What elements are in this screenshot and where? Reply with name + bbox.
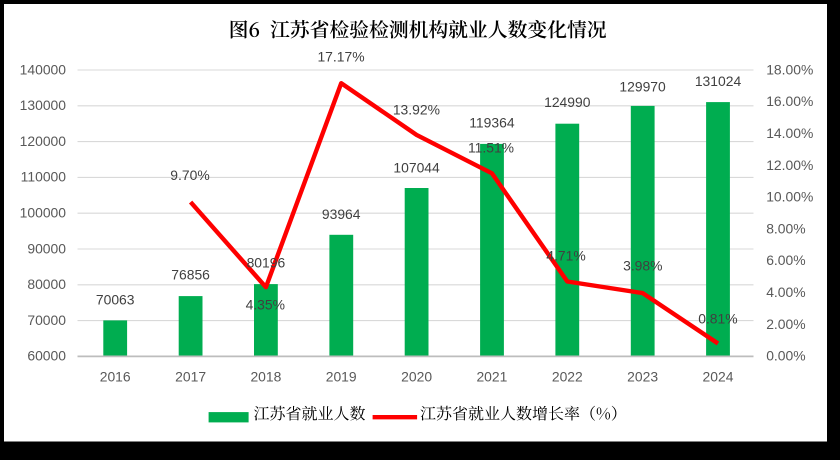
svg-text:10.00%: 10.00%	[766, 189, 813, 205]
svg-text:129970: 129970	[619, 79, 666, 95]
svg-text:2021: 2021	[476, 369, 507, 385]
svg-text:2022: 2022	[552, 369, 583, 385]
svg-text:2023: 2023	[627, 369, 658, 385]
svg-text:2016: 2016	[100, 369, 131, 385]
svg-text:6.00%: 6.00%	[766, 252, 805, 268]
svg-text:100000: 100000	[20, 205, 67, 221]
svg-text:80000: 80000	[27, 276, 66, 292]
svg-text:13.92%: 13.92%	[393, 101, 440, 117]
svg-text:120000: 120000	[20, 133, 67, 149]
svg-text:93964: 93964	[322, 206, 361, 222]
svg-text:60000: 60000	[27, 348, 66, 364]
svg-text:124990: 124990	[544, 94, 591, 110]
svg-text:2.00%: 2.00%	[766, 316, 805, 332]
svg-text:131024: 131024	[695, 73, 742, 89]
svg-text:0.00%: 0.00%	[766, 348, 805, 364]
svg-text:4.71%: 4.71%	[546, 247, 585, 263]
svg-text:2018: 2018	[250, 369, 281, 385]
svg-text:18.00%: 18.00%	[766, 61, 813, 77]
svg-text:130000: 130000	[20, 97, 67, 113]
svg-text:80196: 80196	[247, 255, 286, 271]
svg-text:8.00%: 8.00%	[766, 220, 805, 236]
svg-text:2019: 2019	[326, 369, 357, 385]
svg-text:70063: 70063	[96, 292, 135, 308]
svg-text:0.81%: 0.81%	[698, 311, 737, 327]
svg-text:11.51%: 11.51%	[468, 140, 514, 156]
svg-text:4.00%: 4.00%	[766, 284, 805, 300]
svg-text:2024: 2024	[703, 369, 734, 385]
svg-text:3.98%: 3.98%	[623, 258, 662, 274]
svg-text:90000: 90000	[27, 240, 66, 256]
svg-text:140000: 140000	[20, 61, 67, 77]
svg-text:4.35%: 4.35%	[246, 296, 285, 312]
svg-text:2017: 2017	[175, 369, 206, 385]
svg-text:17.17%: 17.17%	[317, 49, 364, 65]
svg-text:12.00%: 12.00%	[766, 157, 813, 173]
svg-text:9.70%: 9.70%	[170, 167, 209, 183]
svg-text:107044: 107044	[393, 159, 440, 175]
svg-text:110000: 110000	[21, 169, 67, 185]
svg-text:76856: 76856	[171, 267, 210, 283]
svg-text:14.00%: 14.00%	[766, 125, 813, 141]
svg-text:16.00%: 16.00%	[766, 93, 813, 109]
svg-text:70000: 70000	[27, 312, 66, 328]
svg-text:119364: 119364	[469, 115, 515, 131]
svg-text:2020: 2020	[401, 369, 432, 385]
